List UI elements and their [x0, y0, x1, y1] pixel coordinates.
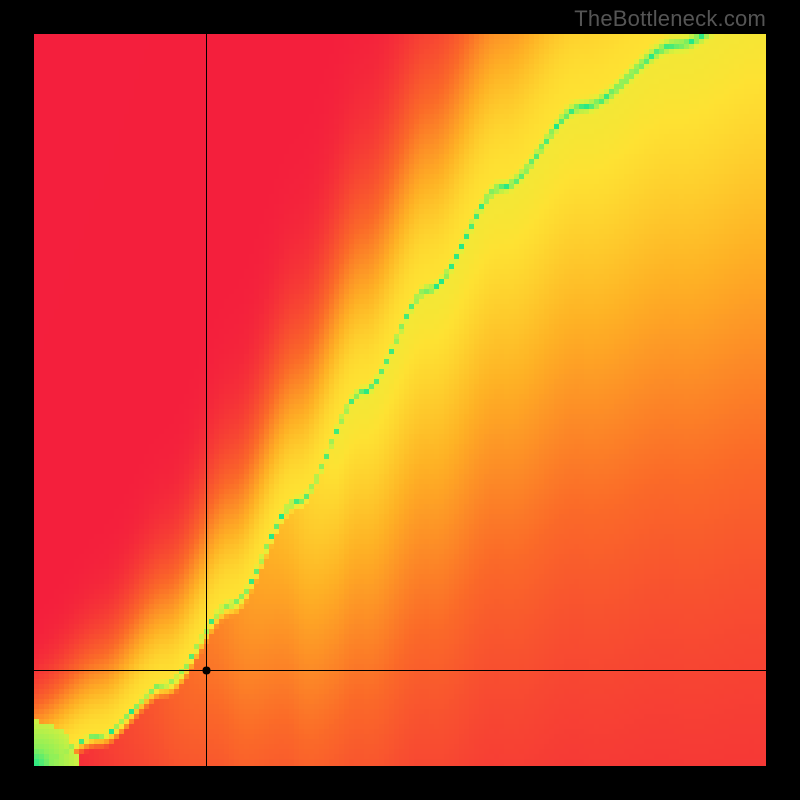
- watermark-text: TheBottleneck.com: [574, 6, 766, 32]
- heatmap-plot: [34, 34, 766, 766]
- heatmap-canvas: [34, 34, 766, 766]
